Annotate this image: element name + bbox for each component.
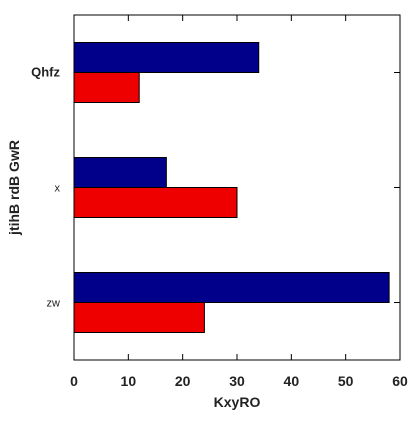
bar-Qhfz-series-1 [73,72,140,103]
y-tick-label-x: x [55,183,61,195]
bar-zw-series-2 [73,272,390,303]
x-tick-label-20: 20 [175,373,191,389]
x-tick-label-40: 40 [284,373,300,389]
x-tick-label-0: 0 [70,373,78,389]
bar-x-series-1 [73,187,238,218]
x-axis-label: KxyRO [214,394,261,410]
x-tick-label-50: 50 [338,373,354,389]
bars-layer [73,42,390,333]
x-tick-label-10: 10 [121,373,137,389]
y-tick-label-zw: zw [47,298,61,310]
x-tick-label-60: 60 [392,373,408,389]
x-tick-label-30: 30 [229,373,245,389]
bar-zw-series-1 [73,302,205,333]
plot-frame [73,14,401,361]
bar-Qhfz-series-2 [73,42,260,73]
y-tick-label-Qhfz: Qhfz [31,65,60,80]
y-axis-label: jtihB rdB GwR [6,140,22,236]
bar-x-series-2 [73,157,167,188]
